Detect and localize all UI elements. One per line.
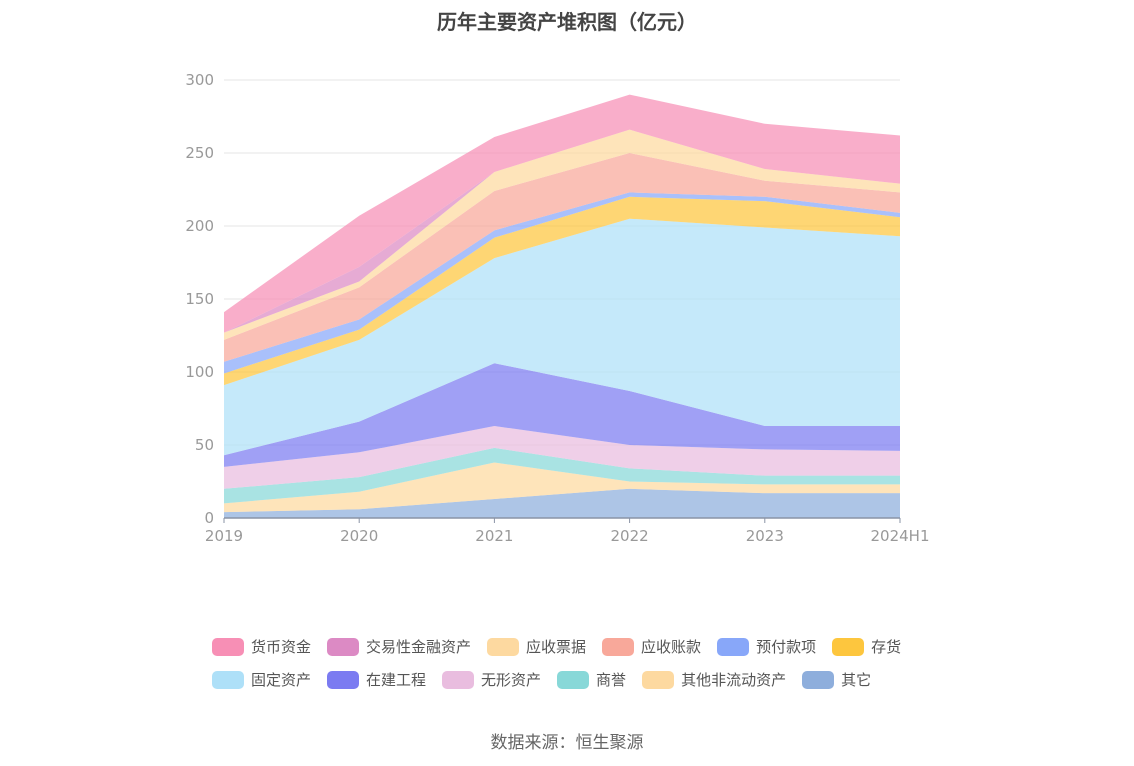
legend-label: 固定资产 — [251, 671, 312, 689]
x-tick-label: 2019 — [205, 527, 243, 545]
source-note: 数据来源：恒生聚源 — [490, 733, 644, 753]
legend-item[interactable]: 无形资产 — [442, 669, 541, 690]
legend-item[interactable]: 在建工程 — [327, 669, 426, 690]
legend-label: 无形资产 — [481, 671, 542, 689]
y-tick-label: 150 — [185, 290, 214, 308]
legend-swatch — [212, 670, 244, 689]
x-tick-label: 2022 — [611, 527, 649, 545]
area-应收账款 — [224, 153, 900, 362]
legend-item[interactable]: 其他非流动资产 — [642, 669, 786, 690]
legend-label: 其它 — [841, 671, 872, 689]
legend-swatch — [832, 637, 865, 656]
legend-item[interactable]: 商誉 — [557, 669, 626, 690]
legend-label: 存货 — [871, 638, 902, 656]
axes: 0 50 100 150 200 250 300 2019 2020 2021 2022 2023 20… — [185, 71, 929, 545]
legend-label: 商誉 — [596, 671, 627, 689]
area-应收票据 — [224, 129, 900, 340]
legend-label: 应收票据 — [526, 638, 587, 656]
legend-swatch — [327, 637, 360, 656]
legend-item[interactable]: 其它 — [802, 669, 871, 690]
legend-item[interactable]: 货币资金 — [212, 636, 311, 657]
y-tick-label: 100 — [185, 363, 214, 381]
legend-swatch — [212, 637, 244, 656]
legend-swatch — [602, 637, 635, 656]
legend-item[interactable]: 预付款项 — [717, 636, 816, 657]
legend-label: 交易性金融资产 — [366, 638, 472, 656]
legend-swatch — [642, 670, 675, 689]
y-tick-label: 0 — [204, 509, 214, 527]
legend-swatch — [442, 670, 475, 689]
legend-item[interactable]: 应收票据 — [487, 636, 586, 657]
y-tick-label: 300 — [185, 71, 214, 89]
area-货币资金 — [224, 94, 900, 333]
legend-item[interactable]: 固定资产 — [212, 669, 311, 690]
area-其它 — [224, 488, 900, 518]
legend-swatch — [487, 637, 520, 656]
legend-row-1: 货币资金 交易性金融资产 应收票据 应收账款 预付款项 存货 — [212, 630, 972, 663]
area-在建工程 — [224, 363, 900, 467]
legend-swatch — [557, 670, 590, 689]
legend-item[interactable]: 交易性金融资产 — [327, 636, 471, 657]
legend-item[interactable]: 应收账款 — [602, 636, 701, 657]
x-tick-label: 2024H1 — [871, 527, 930, 545]
legend-swatch — [717, 637, 750, 656]
area-固定资产 — [224, 218, 900, 456]
legend-row-2: 固定资产 在建工程 无形资产 商誉 其他非流动资产 其它 — [212, 663, 972, 696]
area-存货 — [224, 196, 900, 386]
y-tick-label: 200 — [185, 217, 214, 235]
legend-label: 预付款项 — [756, 638, 817, 656]
legend: 货币资金 交易性金融资产 应收票据 应收账款 预付款项 存货 固定资产 在建工程 无形资产 商誉… — [212, 630, 972, 696]
x-tick-label: 2021 — [475, 527, 513, 545]
area-series — [224, 94, 900, 518]
legend-item[interactable]: 存货 — [832, 636, 901, 657]
legend-label: 其他非流动资产 — [681, 671, 787, 689]
y-tick-label: 250 — [185, 144, 214, 162]
chart-title: 历年主要资产堆积图（亿元） — [437, 10, 697, 34]
legend-label: 在建工程 — [366, 671, 427, 689]
x-tick-label: 2020 — [340, 527, 378, 545]
y-tick-label: 50 — [195, 436, 214, 454]
legend-swatch — [802, 670, 835, 689]
x-tick-label: 2023 — [746, 527, 784, 545]
area-其他非流动资产 — [224, 462, 900, 513]
legend-label: 货币资金 — [251, 638, 312, 656]
chart-plot: 0 50 100 150 200 250 300 2019 2020 2021 2022 2023 20… — [185, 71, 929, 545]
area-无形资产 — [224, 426, 900, 489]
legend-label: 应收账款 — [641, 638, 702, 656]
legend-swatch — [327, 670, 360, 689]
